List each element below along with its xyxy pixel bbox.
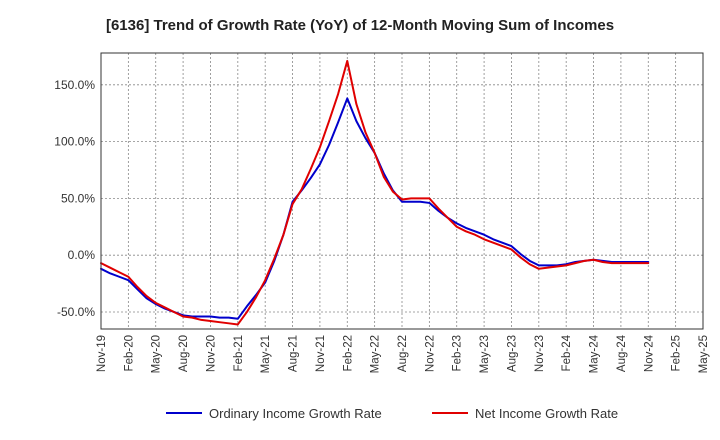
legend: Ordinary Income Growth Rate Net Income G… — [166, 406, 618, 421]
x-tick-label: Feb-20 — [123, 335, 135, 371]
y-axis-tick-labels: -50.0% 0.0% 50.0% 100.0% 150.0% — [54, 78, 95, 319]
legend-label-ordinary: Ordinary Income Growth Rate — [209, 406, 382, 421]
y-tick-label: 50.0% — [61, 191, 95, 205]
x-tick-label: May-20 — [151, 335, 163, 373]
x-tick-label: Nov-23 — [534, 335, 546, 372]
x-axis-tick-labels: Nov-19 Feb-20 May-20 Aug-20 Nov-20 Feb-21 May-… — [96, 334, 710, 373]
x-tick-label: Nov-22 — [424, 335, 436, 372]
legend-label-net: Net Income Growth Rate — [475, 406, 618, 421]
x-tick-label: Nov-24 — [643, 334, 655, 372]
x-tick-label: Feb-22 — [342, 335, 354, 371]
x-tick-label: Feb-23 — [452, 335, 464, 371]
y-tick-label: 150.0% — [54, 78, 95, 92]
x-tick-label: Aug-23 — [506, 335, 518, 372]
chart-title: [6136] Trend of Growth Rate (YoY) of 12-… — [106, 17, 614, 34]
x-tick-label: Nov-20 — [205, 335, 217, 372]
x-tick-label: Feb-25 — [671, 335, 683, 371]
y-tick-label: 100.0% — [54, 135, 95, 149]
plot-area-border — [100, 52, 704, 330]
x-tick-label: May-21 — [260, 335, 272, 373]
x-tick-label: May-24 — [589, 334, 601, 373]
x-tick-label: Nov-21 — [315, 335, 327, 372]
x-tick-label: Feb-21 — [233, 335, 245, 371]
series-layer — [100, 59, 650, 326]
x-tick-label: Feb-24 — [561, 334, 573, 371]
x-tick-label: Aug-22 — [397, 335, 409, 372]
x-tick-label: Nov-19 — [96, 335, 108, 372]
x-tick-label: Aug-24 — [616, 334, 628, 372]
x-tick-label: Aug-21 — [288, 335, 300, 372]
x-tick-label: May-23 — [479, 335, 491, 373]
x-tick-label: May-25 — [698, 335, 710, 373]
x-tick-label: May-22 — [370, 335, 382, 373]
series-line-net-income — [100, 59, 650, 326]
grid-layer — [100, 53, 704, 329]
y-tick-label: 0.0% — [68, 248, 96, 262]
y-tick-label: -50.0% — [57, 305, 95, 319]
x-tick-label: Aug-20 — [178, 335, 190, 372]
